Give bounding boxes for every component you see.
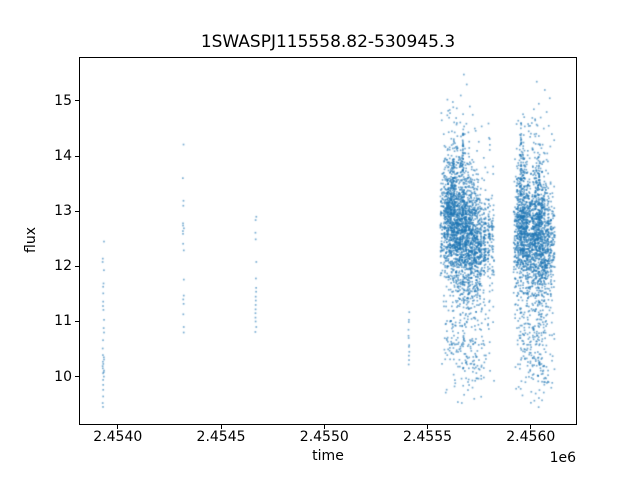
y-tick-mark (75, 265, 79, 267)
y-tick-label: 10 (54, 368, 72, 385)
x-tick-mark (117, 425, 119, 429)
x-tick-mark (427, 425, 429, 429)
x-tick-mark (530, 425, 532, 429)
y-tick-mark (75, 210, 79, 212)
x-tick-label: 2.4545 (196, 429, 246, 445)
scatter-canvas (80, 58, 576, 424)
y-tick-mark (75, 100, 79, 102)
x-tick-label: 2.4540 (93, 429, 143, 445)
y-axis-label: flux (23, 227, 39, 253)
x-tick-label: 2.4560 (506, 429, 556, 445)
x-tick-mark (220, 425, 222, 429)
y-tick-mark (75, 320, 79, 322)
y-tick-label: 13 (54, 203, 72, 220)
y-tick-label: 15 (54, 92, 72, 109)
y-tick-label: 14 (54, 148, 72, 165)
y-tick-label: 11 (54, 313, 72, 330)
plot-area (79, 57, 577, 425)
x-tick-label: 2.4555 (403, 429, 453, 445)
x-tick-mark (323, 425, 325, 429)
x-tick-label: 2.4550 (299, 429, 349, 445)
chart-title: 1SWASPJ115558.82-530945.3 (200, 32, 456, 52)
y-tick-mark (75, 155, 79, 157)
y-tick-mark (75, 376, 79, 378)
x-axis-label: time (312, 448, 344, 464)
x-axis-offset-label: 1e6 (549, 450, 576, 466)
y-tick-label: 12 (54, 258, 72, 275)
